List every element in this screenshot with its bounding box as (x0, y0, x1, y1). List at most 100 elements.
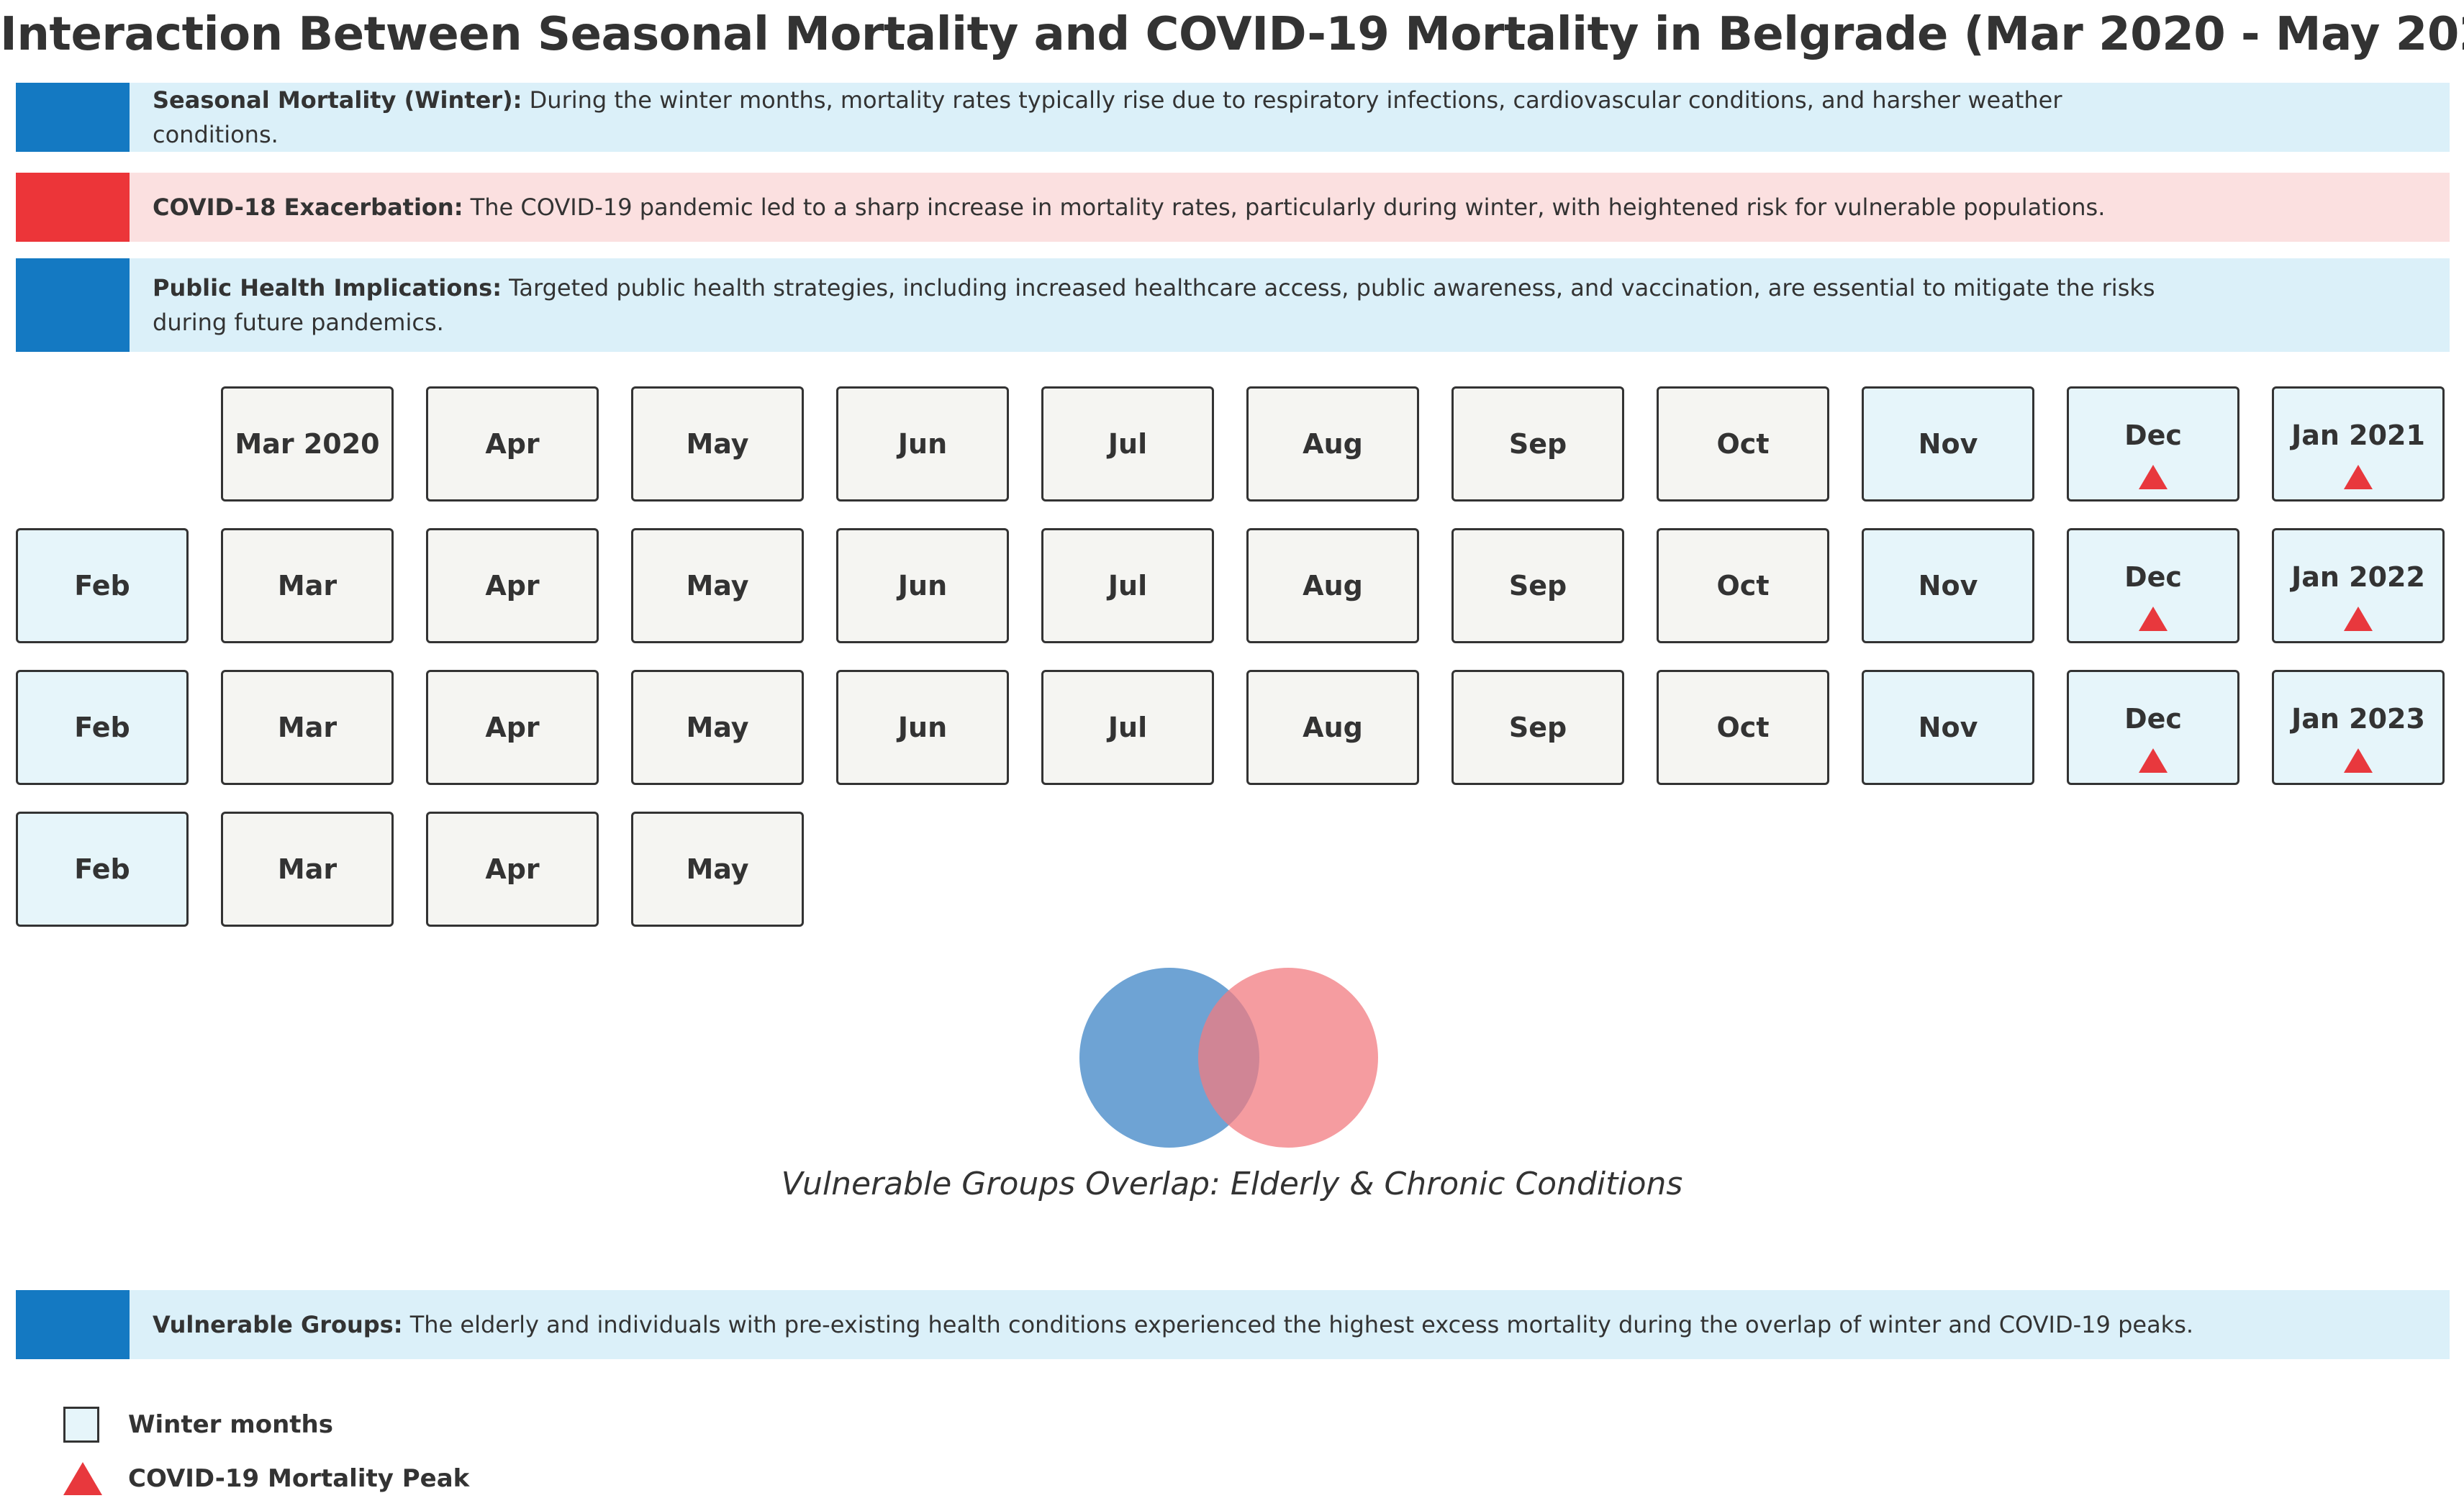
venn-caption: Vulnerable Groups Overlap: Elderly & Chr… (781, 1166, 1683, 1202)
month-label: Jun (897, 712, 948, 743)
month-cell: Jun (836, 386, 1009, 502)
month-cell: Mar 2020 (221, 386, 394, 502)
month-cell: May (631, 528, 804, 643)
month-label: Mar (277, 570, 338, 602)
month-cell: Jul (1041, 670, 1214, 785)
month-cell: May (631, 670, 804, 785)
month-label: Dec (2124, 419, 2182, 451)
banner-covid-exacerbation: COVID-18 Exacerbation: The COVID-19 pand… (16, 173, 2450, 242)
month-label: Dec (2124, 703, 2182, 735)
month-cell: Dec (2067, 670, 2239, 785)
month-cell: Jul (1041, 386, 1214, 502)
legend-peak-label: COVID-19 Mortality Peak (128, 1464, 470, 1493)
month-cell: Apr (426, 386, 599, 502)
month-cell: Feb (16, 670, 189, 785)
month-cell: Nov (1862, 670, 2034, 785)
month-label: Feb (74, 712, 130, 743)
banner-label: Seasonal Mortality (Winter): (153, 86, 522, 114)
banner-label: Vulnerable Groups: (153, 1311, 403, 1338)
banner-accent-bar (16, 258, 130, 352)
banner-body: During the winter months, mortality rate… (153, 86, 2062, 148)
peak-triangle-icon (2139, 465, 2168, 489)
month-cell: Aug (1246, 528, 1419, 643)
banner-label: COVID-18 Exacerbation: (153, 194, 463, 221)
banner-body: The COVID-19 pandemic led to a sharp inc… (463, 194, 2106, 221)
month-label: Aug (1303, 712, 1363, 743)
banner-seasonal-mortality: Seasonal Mortality (Winter): During the … (16, 83, 2450, 152)
month-label: Aug (1303, 570, 1363, 602)
peak-triangle-icon (2344, 465, 2373, 489)
winter-swatch-icon (63, 1407, 99, 1443)
month-cell: Mar (221, 670, 394, 785)
month-label: Aug (1303, 428, 1363, 460)
banner-body: The elderly and individuals with pre-exi… (402, 1311, 2194, 1338)
month-label: May (686, 712, 749, 743)
month-cell: Apr (426, 812, 599, 927)
month-cell: Feb (16, 812, 189, 927)
month-label: Nov (1918, 428, 1978, 460)
banner-accent-bar (16, 83, 130, 152)
month-timeline-grid: Mar 2020 Apr May Jun Jul Aug Sep Oct Nov Dec Jan 2… (16, 386, 2445, 927)
month-cell: Sep (1451, 670, 1624, 785)
month-cell: Oct (1657, 670, 1829, 785)
month-cell: Oct (1657, 528, 1829, 643)
month-label: Oct (1716, 570, 1770, 602)
month-cell: Jul (1041, 528, 1214, 643)
month-cell: Jun (836, 528, 1009, 643)
month-cell: Feb (16, 528, 189, 643)
venn-circle-chronic (1198, 968, 1378, 1148)
triangle-icon (63, 1462, 102, 1495)
month-label: Jul (1108, 570, 1148, 602)
month-cell: Jan 2023 (2272, 670, 2445, 785)
month-label: Sep (1508, 712, 1567, 743)
month-label: Oct (1716, 428, 1770, 460)
month-cell: Sep (1451, 528, 1624, 643)
legend-winter-label: Winter months (128, 1410, 333, 1439)
month-label: Apr (485, 712, 540, 743)
month-label: Oct (1716, 712, 1770, 743)
month-cell: Oct (1657, 386, 1829, 502)
month-label: Feb (74, 853, 130, 885)
banner-text: Vulnerable Groups: The elderly and indiv… (153, 1307, 2306, 1342)
banner-accent-bar (16, 173, 130, 242)
month-label: Jan 2022 (2291, 561, 2425, 593)
month-label: Jan 2023 (2291, 703, 2425, 735)
month-cell: Mar (221, 528, 394, 643)
month-label: May (686, 570, 749, 602)
month-cell: Nov (1862, 386, 2034, 502)
month-cell: Dec (2067, 528, 2239, 643)
month-cell: Nov (1862, 528, 2034, 643)
banner-public-health: Public Health Implications: Targeted pub… (16, 258, 2450, 352)
month-cell: Aug (1246, 386, 1419, 502)
month-cell: Apr (426, 528, 599, 643)
page-title: Interaction Between Seasonal Mortality a… (0, 8, 2464, 61)
month-label: Sep (1508, 428, 1567, 460)
month-label: Feb (74, 570, 130, 602)
month-label: Jan 2021 (2291, 419, 2425, 451)
peak-triangle-icon (2344, 607, 2373, 631)
month-cell: May (631, 386, 804, 502)
month-cell: Sep (1451, 386, 1624, 502)
month-label: Mar 2020 (235, 428, 380, 460)
banner-body: Targeted public health strategies, inclu… (153, 274, 2155, 336)
peak-triangle-icon (2139, 748, 2168, 773)
month-label: Dec (2124, 561, 2182, 593)
month-cell: Dec (2067, 386, 2239, 502)
banner-text: Public Health Implications: Targeted pub… (153, 271, 2176, 340)
month-cell: Jun (836, 670, 1009, 785)
month-label: Apr (485, 570, 540, 602)
peak-triangle-icon (2139, 607, 2168, 631)
month-label: Apr (485, 853, 540, 885)
month-cell: Jan 2021 (2272, 386, 2445, 502)
banner-vulnerable-groups: Vulnerable Groups: The elderly and indiv… (16, 1290, 2450, 1359)
month-label: Mar (277, 712, 338, 743)
month-cell: Jan 2022 (2272, 528, 2445, 643)
vulnerable-groups-venn (1079, 968, 1378, 1148)
month-label: Jul (1108, 712, 1148, 743)
banner-label: Public Health Implications: (153, 274, 502, 301)
month-label: Mar (277, 853, 338, 885)
month-cell: May (631, 812, 804, 927)
month-label: Nov (1918, 570, 1978, 602)
month-label: Jul (1108, 428, 1148, 460)
month-label: Sep (1508, 570, 1567, 602)
